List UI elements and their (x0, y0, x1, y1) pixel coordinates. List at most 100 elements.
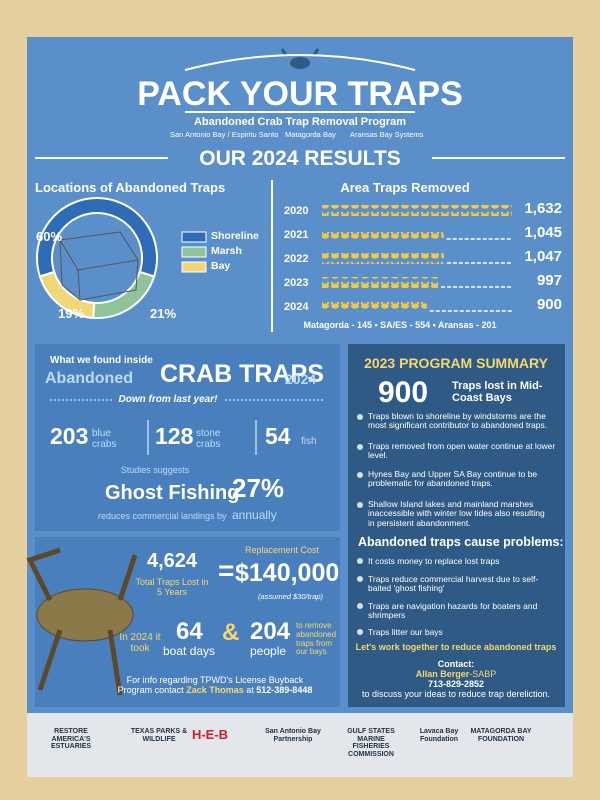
legend-swatch (181, 246, 207, 258)
trap-drawing (59, 231, 139, 302)
contact-name: Allan Berger (415, 669, 470, 679)
footnote-item: Aransas - 201 (438, 320, 497, 330)
location: Aransas Bay Systems (350, 130, 424, 139)
logo: TEXAS PARKS & WILDLIFE (130, 728, 188, 743)
logo: Lavaca Bay Foundation (419, 728, 459, 743)
footnote-item: SA/ES - 554 (380, 320, 431, 330)
together: Let's work together to reduce abandoned … (355, 642, 557, 652)
days: 64 (176, 618, 203, 645)
percent: 27% (232, 473, 285, 503)
logo: San Antonio Bay Partnership (265, 728, 321, 743)
info: For info regarding TPWD's License Buybac… (110, 675, 320, 696)
ghost: Ghost Fishing (105, 482, 240, 504)
problem: It costs money to replace lost traps (368, 556, 500, 566)
slice-label: 21% (150, 306, 177, 321)
title: PACK YOUR TRAPS (137, 75, 463, 113)
studies: Studies suggests (120, 465, 190, 475)
chart-title: Area Traps Removed (340, 180, 470, 195)
year-label: 2023 (284, 277, 309, 289)
donut (36, 197, 207, 319)
problem: Traps are navigation hazards for boaters… (368, 601, 538, 621)
lost: 900 (378, 376, 429, 409)
problem: Traps reduce commercial harvest due to s… (368, 574, 539, 594)
down: Down from last year! (118, 394, 218, 405)
value-label: 1,632 (524, 200, 562, 217)
count-label: stone crabs (196, 428, 221, 450)
contact-phone: 713-829-2852 (427, 679, 485, 689)
contact-org: -SABP (469, 669, 497, 679)
location: San Antonio Bay / Espiritu Santo (170, 130, 279, 139)
summary-panel (348, 344, 565, 707)
bar (322, 301, 427, 312)
footnote: Matagorda - 145 • SA/ES - 554 • Aransas … (303, 320, 497, 330)
replacement: $140,000 (235, 559, 340, 587)
bar (322, 253, 444, 264)
logo-strip (27, 713, 573, 777)
legend-label: Shoreline (211, 230, 259, 242)
days-label: boat days (163, 644, 216, 658)
replacement-label: Replacement Cost (245, 545, 320, 555)
value-label: 900 (536, 296, 562, 313)
assumed: (assumed $30/trap) (258, 592, 324, 601)
annually: annually (232, 508, 277, 522)
bar (322, 229, 444, 240)
summary-title: 2023 PROGRAM SUMMARY (364, 355, 548, 371)
year-label: 2020 (284, 205, 309, 217)
year-label: 2021 (284, 229, 309, 241)
footnote-item: Matagorda - 145 (303, 320, 372, 330)
info-text: For info regarding TPWD's License Buybac… (117, 675, 304, 695)
intro: What we found inside (50, 355, 153, 366)
value-label: 997 (536, 272, 562, 289)
people: 204 (250, 618, 291, 645)
year-label: 2024 (284, 301, 309, 313)
legend-swatch (181, 261, 207, 273)
contact-phone: 512-389-8448 (256, 684, 313, 695)
logo: GULF STATES MARINE FISHERIES COMMISSION (347, 728, 395, 759)
crab-icon (280, 48, 320, 69)
count-label: blue crabs (92, 428, 117, 450)
found-panel (35, 344, 340, 531)
amp: & (222, 619, 240, 646)
logo: H-E-B (191, 727, 229, 742)
people-label: people (250, 644, 287, 658)
problems-title: Abandoned traps cause problems: (358, 535, 564, 549)
reduces: reduces commercial landings by (98, 511, 227, 521)
contact-label: Contact: (437, 659, 475, 669)
contact-note: to discuss your ideas to reduce trap der… (361, 689, 551, 699)
legend-label: Marsh (211, 245, 242, 257)
year-label: 2022 (284, 253, 309, 265)
lost-label: Traps lost in Mid-Coast Bays (452, 380, 543, 405)
pictograph (322, 205, 512, 312)
donut-slice (36, 197, 158, 278)
equals: = (218, 555, 234, 586)
count: 128 (155, 423, 194, 449)
year: 2024 (285, 371, 317, 387)
title-a: Abandoned (45, 370, 133, 387)
bar (322, 205, 512, 216)
total-label: Total Traps Lost in 5 Years (135, 577, 209, 597)
problem: Traps litter our bays (368, 627, 443, 637)
contact: Allan Berger-SABP (415, 669, 497, 680)
logo: RESTORE AMERICA'S ESTUARIES (50, 728, 92, 751)
count: 203 (50, 423, 89, 449)
value-label: 1,045 (524, 224, 562, 241)
subtitle: Abandoned Crab Trap Removal Program (193, 116, 407, 128)
count: 54 (265, 423, 291, 449)
value-label: 1,047 (524, 248, 562, 265)
bullet: Hynes Bay and Upper SA Bay continue to b… (368, 469, 538, 489)
arc (184, 54, 416, 71)
bullet: Traps blown to shoreline by windstorms a… (368, 411, 548, 431)
slice-label: 60% (36, 229, 63, 244)
legend-label: Bay (211, 260, 231, 272)
count-label: fish (301, 436, 317, 447)
slice-label: 19% (58, 306, 85, 321)
results-heading: OUR 2024 RESULTS (199, 147, 401, 170)
bullet: Traps removed from open water continue a… (368, 441, 556, 461)
crab-photo (26, 547, 138, 696)
title-b: CRAB TRAPS (160, 360, 324, 388)
location: Matagorda Bay (285, 130, 336, 139)
purpose: to remove abandoned traps from our bays (296, 621, 337, 657)
bullet-icons (357, 414, 363, 635)
bar (322, 277, 439, 288)
